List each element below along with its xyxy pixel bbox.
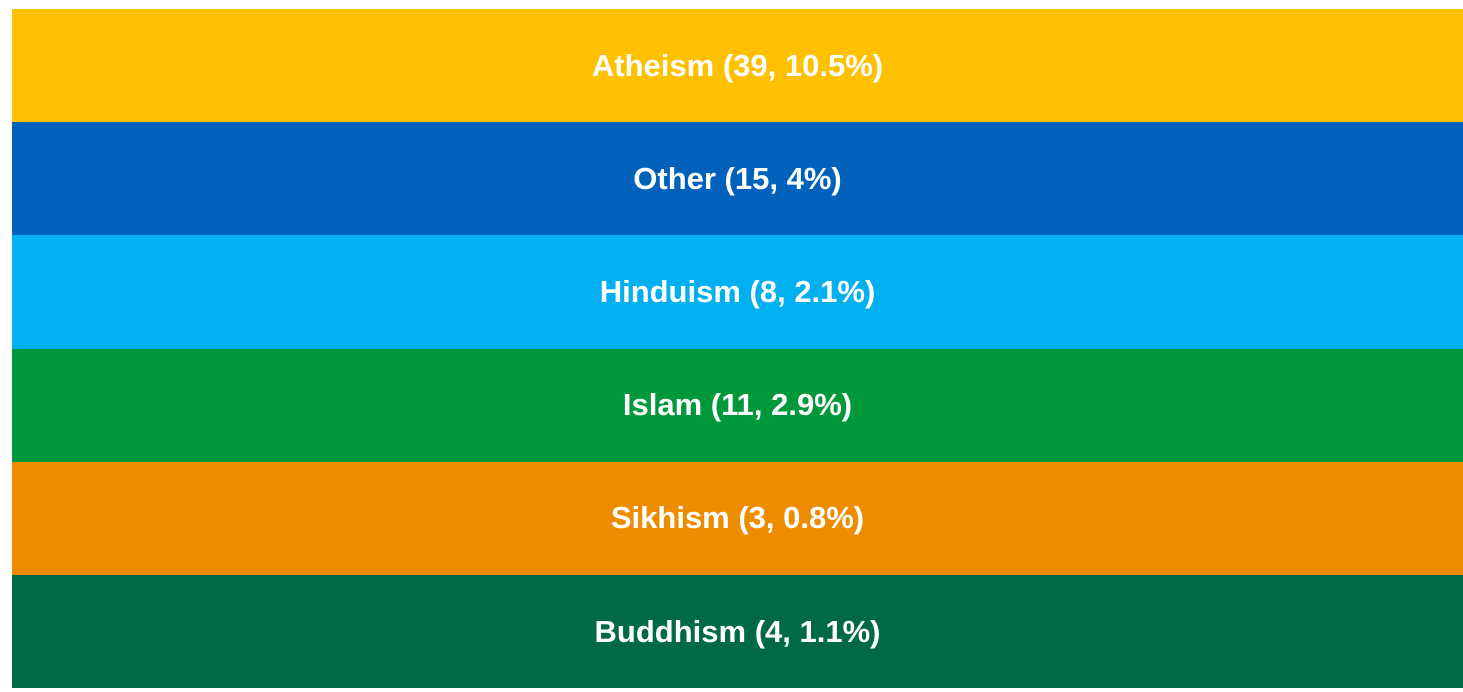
band-label: Atheism (39, 10.5%) [591,47,884,83]
band-list: Atheism (39, 10.5%) Other (15, 4%) Hinduis… [12,9,1463,689]
band: Hinduism (8, 2.1%) [12,235,1463,349]
band-label: Buddhism (4, 1.1%) [594,613,881,649]
band-label: Other (15, 4%) [633,160,842,196]
band: Islam (11, 2.9%) [12,348,1463,462]
band-label: Islam (11, 2.9%) [622,387,853,423]
band: Other (15, 4%) [12,122,1463,236]
band: Buddhism (4, 1.1%) [12,574,1463,689]
band-label: Hinduism (8, 2.1%) [599,273,876,309]
band-label: Sikhism (3, 0.8%) [610,500,865,536]
band: Atheism (39, 10.5%) [12,9,1463,123]
band: Sikhism (3, 0.8%) [12,461,1463,575]
